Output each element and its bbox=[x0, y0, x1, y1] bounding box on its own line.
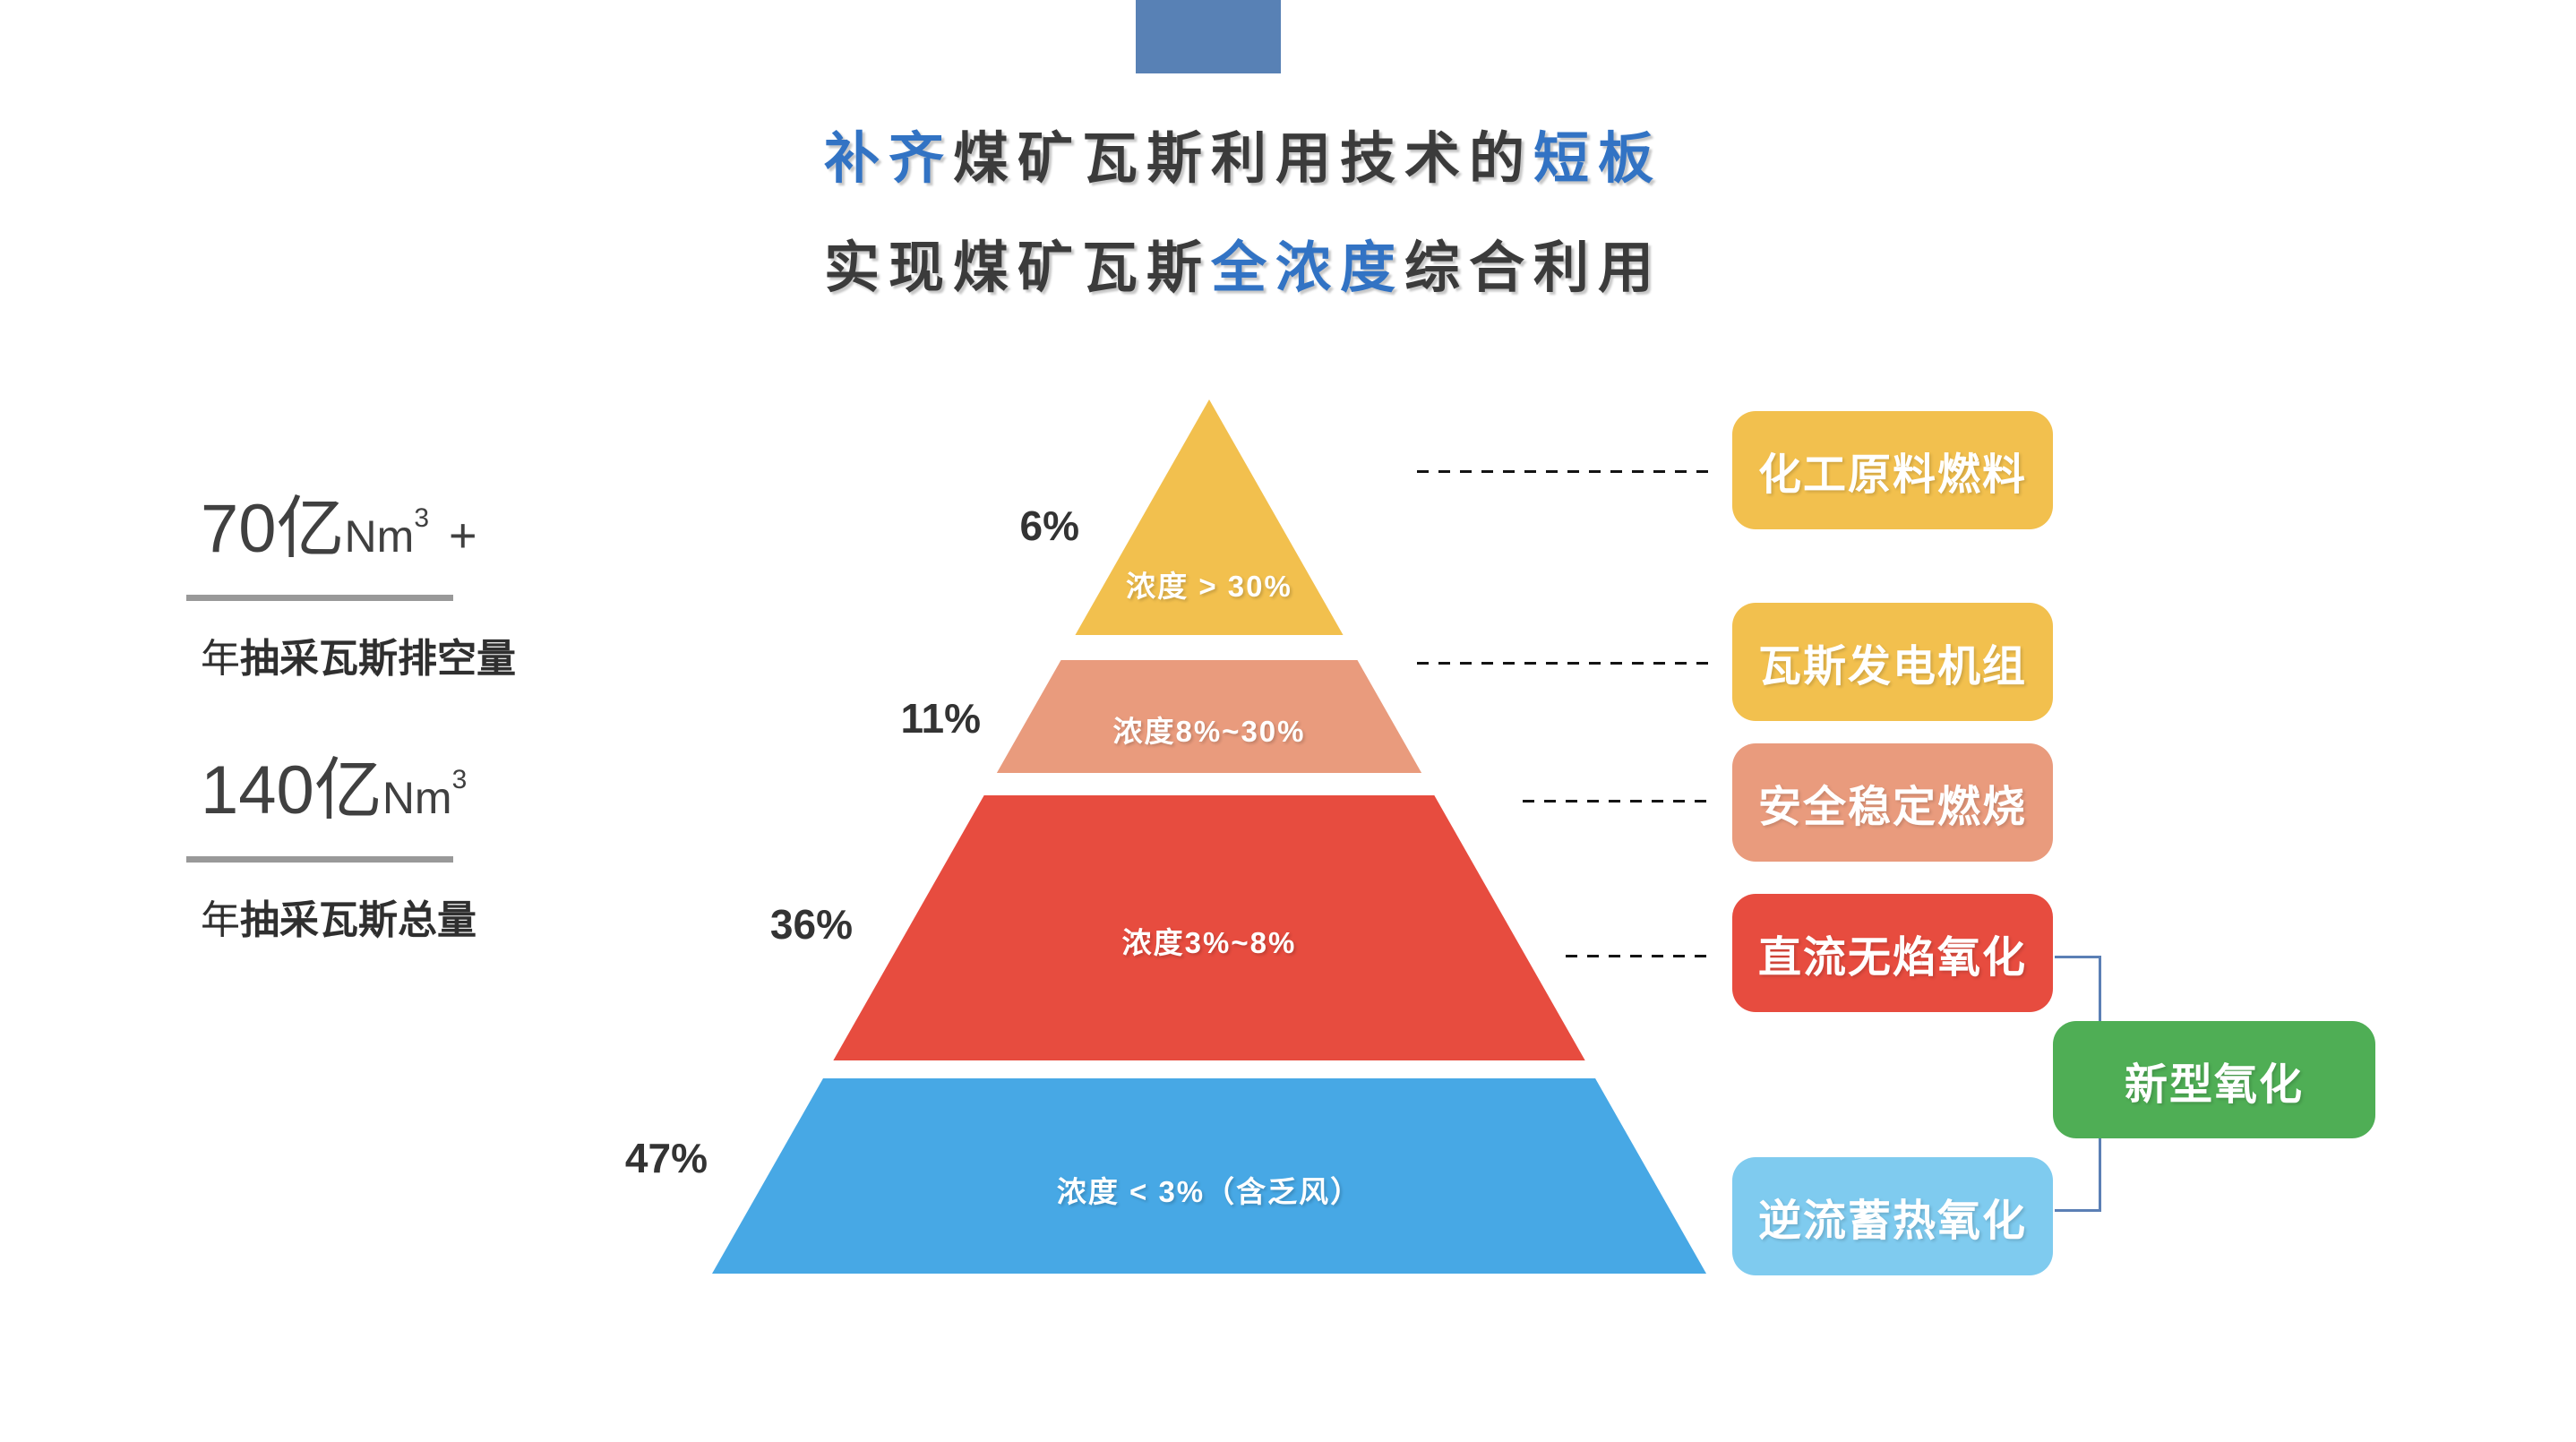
use-label-gas-power-unit: 瓦斯发电机组 bbox=[1732, 603, 2053, 721]
title-highlight: 全浓度 bbox=[1210, 237, 1404, 299]
stat-label-prefix: 年 bbox=[201, 637, 240, 681]
pyramid-chart: 浓度 > 30% 浓度8%~30% 浓度3%~8% 浓度 < 3%（含乏风） bbox=[712, 399, 1706, 1274]
title-text: 实现煤矿瓦斯 bbox=[823, 237, 1211, 299]
percent-label: 11% bbox=[900, 695, 981, 742]
title-highlight: 补齐 bbox=[823, 128, 953, 190]
stat-vented-gas: 70亿Nm3 + 年抽采瓦斯排空量 bbox=[186, 473, 562, 683]
stat-number: 140亿 bbox=[201, 752, 382, 828]
layer-caption: 浓度 > 30% bbox=[1126, 570, 1292, 603]
title-text: 煤矿瓦斯利用技术的 bbox=[952, 128, 1533, 190]
stat-label-bold: 抽采瓦斯总量 bbox=[240, 898, 477, 942]
stat-plus-sign: + bbox=[449, 509, 477, 562]
layer-caption: 浓度8%~30% bbox=[1112, 715, 1306, 748]
layer-caption: 浓度 < 3%（含乏风） bbox=[1056, 1175, 1362, 1208]
use-label-stable-combustion: 安全稳定燃烧 bbox=[1732, 743, 2053, 862]
accent-bar bbox=[1136, 0, 1281, 73]
stat-number: 70亿 bbox=[201, 491, 345, 567]
use-label-chemical-feedstock: 化工原料燃料 bbox=[1732, 411, 2053, 529]
dashed-connector bbox=[1417, 470, 1713, 473]
title-text: 综合利用 bbox=[1404, 237, 1663, 299]
title-line-1: 补齐煤矿瓦斯利用技术的短板 bbox=[616, 125, 1870, 193]
dashed-connector bbox=[1417, 662, 1713, 665]
group-label-new-oxidation: 新型氧化 bbox=[2053, 1021, 2375, 1138]
slide-title: 补齐煤矿瓦斯利用技术的短板 实现煤矿瓦斯全浓度综合利用 bbox=[616, 125, 1870, 303]
percent-label: 47% bbox=[624, 1135, 708, 1181]
stat-total-gas: 140亿Nm3 年抽采瓦斯总量 bbox=[186, 734, 562, 945]
stat-unit: Nm bbox=[344, 511, 415, 562]
title-line-2: 实现煤矿瓦斯全浓度综合利用 bbox=[616, 235, 1870, 303]
stat-value: 70亿Nm3 + bbox=[186, 473, 562, 571]
stat-underline bbox=[186, 856, 453, 863]
percent-label: 36% bbox=[769, 901, 853, 948]
stat-label: 年抽采瓦斯总量 bbox=[186, 888, 562, 945]
stat-unit: Nm bbox=[382, 773, 452, 823]
stat-underline bbox=[186, 595, 453, 601]
stat-label: 年抽采瓦斯排空量 bbox=[186, 626, 562, 683]
bracket-connector-top bbox=[2055, 956, 2101, 958]
stat-value: 140亿Nm3 bbox=[186, 734, 562, 833]
pyramid-layer-lt3 bbox=[712, 1078, 1706, 1274]
stat-label-bold: 抽采瓦斯排空量 bbox=[240, 637, 516, 681]
stat-superscript: 3 bbox=[451, 765, 468, 794]
title-highlight: 短板 bbox=[1533, 128, 1663, 190]
use-label-direct-flameless-oxidation: 直流无焰氧化 bbox=[1732, 894, 2053, 1012]
stat-label-prefix: 年 bbox=[201, 898, 240, 942]
dashed-connector bbox=[1523, 800, 1713, 803]
percent-label: 6% bbox=[1019, 502, 1079, 549]
dashed-connector bbox=[1566, 955, 1713, 957]
use-label-regenerative-oxidation: 逆流蓄热氧化 bbox=[1732, 1157, 2053, 1275]
layer-caption: 浓度3%~8% bbox=[1121, 926, 1297, 959]
stat-superscript: 3 bbox=[414, 503, 429, 533]
bracket-connector-bottom bbox=[2055, 1209, 2101, 1212]
